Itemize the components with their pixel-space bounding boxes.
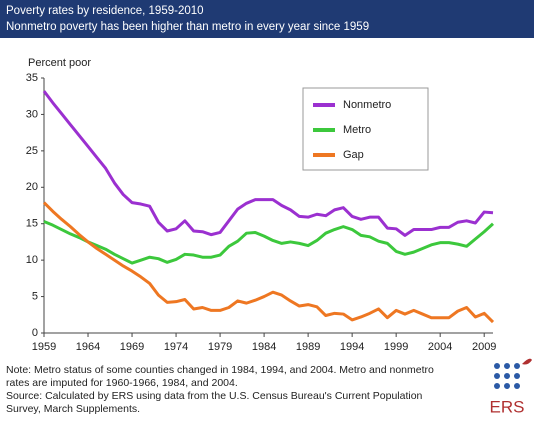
legend-label: Nonmetro [343,99,391,111]
y-tick-label: 5 [32,290,38,302]
y-tick-label: 15 [26,218,38,230]
x-tick-label: 2009 [472,341,496,353]
chart-subtitle: Nonmetro poverty has been higher than me… [6,21,369,33]
x-tick-label: 1969 [120,341,144,353]
x-tick-label: 1979 [208,341,232,353]
y-axis-label: Percent poor [28,57,91,69]
y-tick-label: 35 [26,72,38,84]
source: Source: Calculated by ERS using data fro… [6,390,423,415]
notes: Note: Metro status of some counties chan… [6,364,456,416]
chart-title: Poverty rates by residence, 1959-2010 [6,5,204,17]
logo-dots [494,358,532,389]
y-tick-label: 10 [26,254,38,266]
x-tick-label: 2004 [428,341,452,353]
series-line [42,201,495,324]
x-tick-label: 1999 [384,341,408,353]
y-tick-label: 0 [32,327,38,339]
legend-label: Gap [343,149,364,161]
logo-text: ERS [490,397,525,416]
y-tick-label: 20 [26,181,38,193]
x-tick-label: 1974 [164,341,188,353]
legend-label: Metro [343,124,371,136]
x-tick-label: 1984 [252,341,276,353]
series-line [42,90,494,237]
x-tick-label: 1959 [32,341,56,353]
x-tick-label: 1964 [76,341,100,353]
header-band [0,0,534,38]
y-tick-label: 25 [26,145,38,157]
y-tick-label: 30 [26,108,38,120]
series-line [43,220,495,265]
x-tick-label: 1989 [296,341,320,353]
note: Note: Metro status of some counties chan… [6,364,434,389]
x-tick-label: 1994 [340,341,364,353]
